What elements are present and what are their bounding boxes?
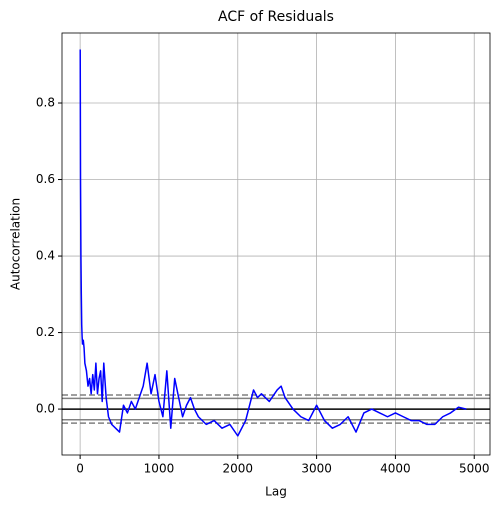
x-tick-label: 1000 — [144, 462, 175, 476]
x-tick-label: 5000 — [459, 462, 490, 476]
plot-frame — [61, 32, 491, 456]
x-tick-label: 2000 — [222, 462, 253, 476]
y-axis-label: Autocorrelation — [9, 198, 23, 290]
x-tick-label: 3000 — [301, 462, 332, 476]
y-tick-label: 0.4 — [36, 249, 55, 263]
y-tick-label: 0.0 — [36, 402, 55, 416]
y-tick-label: 0.2 — [36, 325, 55, 339]
x-tick-label: 0 — [76, 462, 84, 476]
y-tick-label: 0.6 — [36, 172, 55, 186]
y-tick-label: 0.8 — [36, 96, 55, 110]
chart-title: ACF of Residuals — [218, 9, 334, 25]
x-axis-label: Lag — [265, 485, 287, 499]
acf-line — [79, 49, 467, 437]
x-tick-label: 4000 — [380, 462, 411, 476]
